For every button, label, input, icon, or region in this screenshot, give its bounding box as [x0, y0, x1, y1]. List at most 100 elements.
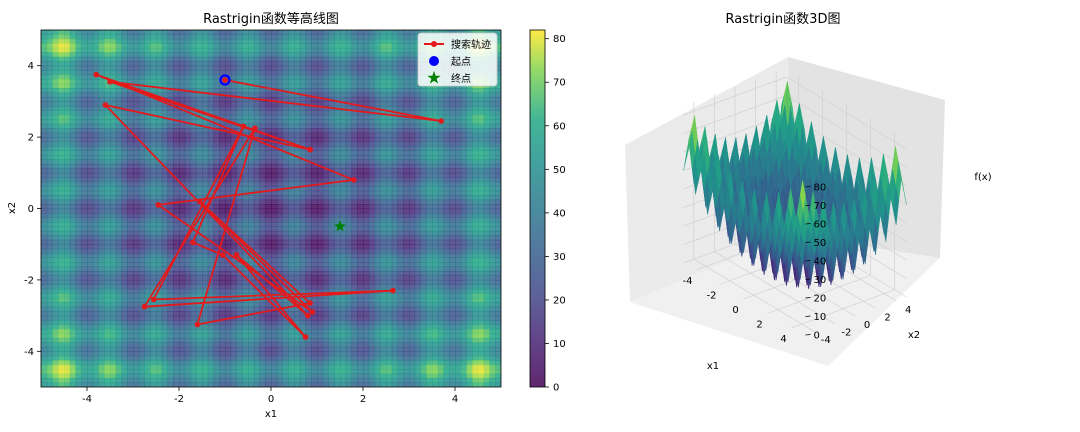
heatmap-cell	[265, 364, 272, 370]
heatmap-cell	[81, 163, 88, 169]
heatmap-cell	[219, 146, 226, 152]
heatmap-cell	[380, 235, 387, 241]
heatmap-cell	[144, 279, 151, 285]
heatmap-cell	[104, 235, 111, 241]
heatmap-cell	[368, 297, 376, 303]
heatmap-cell	[317, 217, 324, 223]
heatmap-cell	[282, 212, 289, 219]
heatmap-cell	[161, 88, 169, 94]
heatmap-cell	[253, 181, 261, 187]
heatmap-cell	[213, 373, 220, 379]
heatmap-cell	[328, 257, 335, 263]
heatmap-cell	[161, 52, 169, 58]
heatmap-cell	[265, 114, 272, 120]
heatmap-cell	[374, 163, 381, 169]
heatmap-cell	[92, 382, 100, 387]
heatmap-cell	[345, 306, 353, 312]
heatmap-cell	[242, 65, 249, 71]
heatmap-cell	[242, 70, 249, 76]
heatmap-cell	[368, 65, 376, 71]
heatmap-cell	[294, 74, 301, 80]
heatmap-cell	[202, 38, 209, 44]
heatmap-cell	[328, 360, 335, 366]
heatmap-cell	[242, 288, 249, 294]
heatmap-cell	[184, 38, 192, 44]
heatmap-cell	[138, 342, 146, 348]
heatmap-cell	[121, 235, 128, 241]
heatmap-cell	[127, 56, 134, 62]
heatmap-cell	[173, 146, 180, 152]
heatmap-cell	[317, 212, 324, 219]
heatmap-cell	[133, 284, 140, 290]
heatmap-cell	[305, 221, 312, 227]
heatmap-cell	[184, 92, 192, 98]
heatmap-cell	[161, 128, 169, 134]
heatmap-cell	[351, 88, 358, 94]
heatmap-cell	[334, 212, 341, 219]
heatmap-cell	[225, 65, 232, 71]
heatmap-cell	[363, 65, 370, 71]
heatmap-cell	[213, 74, 220, 80]
heatmap-cell	[397, 92, 404, 98]
heatmap-cell	[351, 146, 358, 152]
heatmap-cell	[219, 226, 226, 232]
heatmap-cell	[259, 79, 266, 85]
heatmap-cell	[144, 168, 151, 174]
heatmap-cell	[156, 355, 163, 361]
heatmap-cell	[351, 333, 358, 339]
heatmap-cell	[58, 253, 65, 259]
heatmap-cell	[294, 92, 301, 98]
heatmap-cell	[282, 378, 289, 384]
heatmap-cell	[46, 288, 54, 294]
heatmap-cell	[64, 288, 71, 294]
heatmap-cell	[363, 101, 370, 107]
heatmap-cell	[69, 328, 77, 335]
heatmap-cell	[282, 172, 289, 178]
heatmap-cell	[340, 351, 347, 357]
heatmap-cell	[161, 320, 169, 326]
heatmap-cell	[173, 382, 180, 387]
heatmap-cell	[317, 168, 324, 174]
heatmap-cell	[374, 83, 381, 89]
heatmap-cell	[104, 333, 111, 339]
heatmap-cell	[207, 141, 215, 147]
heatmap-cell	[41, 244, 48, 250]
heatmap-cell	[196, 364, 203, 370]
heatmap-cell	[133, 351, 140, 357]
heatmap-cell	[127, 333, 134, 339]
heatmap-cell	[41, 270, 48, 277]
heatmap-cell	[374, 208, 381, 214]
heatmap-cell	[288, 342, 295, 348]
heatmap-cell	[144, 364, 151, 370]
heatmap-cell	[64, 324, 71, 330]
heatmap-cell	[357, 128, 364, 134]
heatmap-cell	[127, 239, 134, 245]
heatmap-cell	[311, 266, 318, 272]
heatmap-cell	[345, 30, 353, 36]
heatmap-cell	[322, 70, 330, 76]
heatmap-cell	[311, 288, 318, 294]
heatmap-cell	[87, 61, 94, 67]
heatmap-cell	[236, 92, 243, 98]
heatmap-cell	[144, 355, 151, 361]
heatmap-cell	[133, 275, 140, 281]
heatmap-cell	[138, 172, 146, 178]
heatmap-cell	[380, 297, 387, 303]
heatmap-cell	[236, 141, 243, 147]
heatmap-cell	[322, 239, 330, 245]
heatmap-cell	[230, 378, 238, 384]
heatmap-cell	[98, 279, 105, 285]
heatmap-cell	[46, 378, 54, 384]
heatmap-cell	[242, 83, 249, 89]
heatmap-cell	[328, 239, 335, 245]
heatmap-cell	[242, 47, 249, 53]
heatmap-cell	[81, 306, 88, 312]
heatmap-cell	[253, 38, 261, 44]
heatmap-cell	[305, 320, 312, 326]
heatmap-cell	[363, 351, 370, 357]
heatmap-cell	[133, 382, 140, 387]
heatmap-cell	[248, 217, 255, 223]
heatmap-cell	[179, 230, 186, 236]
heatmap-cell	[81, 270, 88, 277]
heatmap-cell	[294, 328, 301, 335]
